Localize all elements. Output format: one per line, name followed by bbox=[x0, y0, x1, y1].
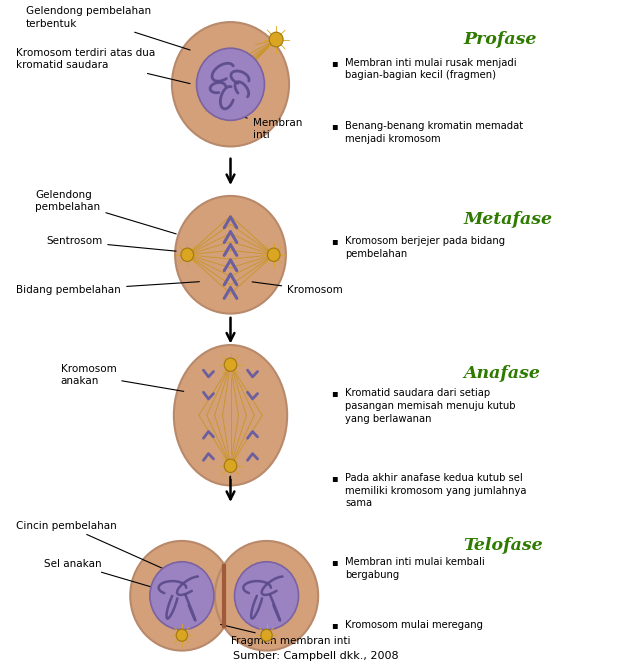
Text: Membran inti mulai kembali
bergabung: Membran inti mulai kembali bergabung bbox=[345, 557, 485, 580]
Text: Sel anakan: Sel anakan bbox=[44, 559, 160, 590]
Text: Profase: Profase bbox=[463, 31, 537, 48]
Circle shape bbox=[235, 561, 298, 630]
Text: Kromosom
anakan: Kromosom anakan bbox=[61, 364, 184, 391]
Text: Gelendong pembelahan
terbentuk: Gelendong pembelahan terbentuk bbox=[26, 6, 190, 50]
Text: ▪: ▪ bbox=[331, 236, 338, 246]
Text: ▪: ▪ bbox=[331, 473, 338, 482]
Circle shape bbox=[176, 629, 187, 641]
Text: ▪: ▪ bbox=[331, 58, 338, 68]
Text: Cincin pembelahan: Cincin pembelahan bbox=[16, 521, 184, 578]
Circle shape bbox=[224, 459, 237, 472]
Text: Membran
inti: Membran inti bbox=[239, 115, 302, 140]
Circle shape bbox=[150, 561, 214, 630]
Circle shape bbox=[130, 541, 233, 651]
Text: Kromosom terdiri atas dua
kromatid saudara: Kromosom terdiri atas dua kromatid sauda… bbox=[16, 48, 190, 84]
Text: Bidang pembelahan: Bidang pembelahan bbox=[16, 281, 199, 295]
Text: Kromatid saudara dari setiap
pasangan memisah menuju kutub
yang berlawanan: Kromatid saudara dari setiap pasangan me… bbox=[345, 389, 516, 424]
Text: Kromosom mulai meregang: Kromosom mulai meregang bbox=[345, 620, 483, 630]
Circle shape bbox=[196, 48, 264, 121]
Text: Sentrosom: Sentrosom bbox=[46, 237, 176, 251]
Text: Kromosom: Kromosom bbox=[252, 282, 343, 295]
Circle shape bbox=[224, 358, 237, 371]
Text: ▪: ▪ bbox=[331, 620, 338, 630]
Text: ▪: ▪ bbox=[331, 389, 338, 399]
Text: Gelendong
pembelahan: Gelendong pembelahan bbox=[35, 190, 176, 234]
Text: Pada akhir anafase kedua kutub sel
memiliki kromosom yang jumlahnya
sama: Pada akhir anafase kedua kutub sel memil… bbox=[345, 473, 527, 509]
Circle shape bbox=[215, 541, 318, 651]
Ellipse shape bbox=[174, 345, 287, 486]
Circle shape bbox=[175, 196, 286, 314]
Circle shape bbox=[269, 32, 283, 47]
Text: ▪: ▪ bbox=[331, 557, 338, 567]
Text: Fragmen membran inti: Fragmen membran inti bbox=[221, 624, 350, 647]
Text: Membran inti mulai rusak menjadi
bagian-bagian kecil (fragmen): Membran inti mulai rusak menjadi bagian-… bbox=[345, 58, 517, 80]
Text: Telofase: Telofase bbox=[463, 537, 543, 554]
Circle shape bbox=[172, 22, 289, 147]
Text: Metafase: Metafase bbox=[463, 211, 553, 228]
Circle shape bbox=[268, 248, 280, 261]
Text: Anafase: Anafase bbox=[463, 365, 540, 382]
Text: Sumber: Campbell dkk., 2008: Sumber: Campbell dkk., 2008 bbox=[233, 651, 398, 661]
Text: Benang-benang kromatin memadat
menjadi kromosom: Benang-benang kromatin memadat menjadi k… bbox=[345, 121, 523, 144]
Text: ▪: ▪ bbox=[331, 121, 338, 131]
Circle shape bbox=[181, 248, 194, 261]
Text: Kromosom berjejer pada bidang
pembelahan: Kromosom berjejer pada bidang pembelahan bbox=[345, 236, 505, 259]
Circle shape bbox=[261, 629, 272, 641]
